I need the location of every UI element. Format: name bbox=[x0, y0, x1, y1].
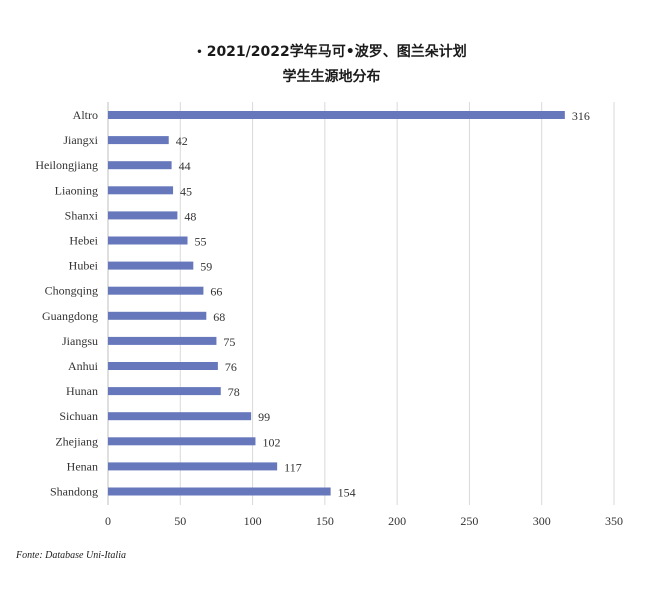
bar bbox=[108, 236, 188, 245]
bar bbox=[108, 412, 252, 421]
category-label: Altro bbox=[73, 108, 98, 122]
source-note: Fonte: Database Uni-Italia bbox=[16, 550, 126, 561]
value-label: 75 bbox=[223, 335, 235, 349]
bar bbox=[108, 186, 174, 195]
chart-subtitle: 学生生源地分布 bbox=[282, 69, 381, 85]
value-label: 55 bbox=[195, 235, 207, 249]
bar bbox=[108, 261, 194, 270]
x-tick-label: 50 bbox=[174, 514, 186, 528]
category-label: Zhejiang bbox=[55, 434, 98, 448]
value-label: 117 bbox=[284, 460, 302, 474]
bar bbox=[108, 211, 178, 220]
category-label: Anhui bbox=[68, 359, 99, 373]
category-label: Jiangsu bbox=[62, 334, 98, 348]
bar bbox=[108, 362, 218, 370]
x-tick-label: 250 bbox=[460, 514, 478, 528]
category-label: Liaoning bbox=[55, 183, 98, 197]
value-label: 59 bbox=[200, 260, 212, 274]
category-label: Hebei bbox=[69, 234, 98, 248]
value-label: 44 bbox=[179, 159, 191, 173]
x-tick-label: 200 bbox=[388, 514, 406, 528]
x-tick-label: 300 bbox=[533, 514, 551, 528]
x-tick-label: 150 bbox=[316, 514, 334, 528]
value-label: 102 bbox=[262, 435, 280, 449]
value-label: 45 bbox=[180, 184, 192, 198]
value-label: 66 bbox=[210, 285, 222, 299]
chart-title: • 2021/2022学年马可•波罗、图兰朵计划 bbox=[0, 41, 663, 61]
value-label: 42 bbox=[176, 134, 188, 148]
value-label: 78 bbox=[228, 385, 240, 399]
bar bbox=[108, 437, 256, 446]
chart-title-line1: 2021/2022学年马可•波罗、图兰朵计划 bbox=[206, 44, 467, 60]
category-label: Chongqing bbox=[45, 284, 98, 298]
value-label: 316 bbox=[572, 109, 590, 123]
category-label: Heilongjiang bbox=[35, 158, 98, 172]
category-label: Shanxi bbox=[65, 208, 99, 222]
bar bbox=[108, 286, 204, 295]
x-tick-label: 100 bbox=[244, 514, 262, 528]
category-label: Henan bbox=[67, 459, 98, 473]
bar bbox=[108, 387, 221, 396]
bar bbox=[108, 111, 565, 119]
value-label: 68 bbox=[213, 310, 225, 324]
bar bbox=[108, 487, 331, 496]
value-label: 48 bbox=[184, 209, 196, 223]
value-label: 154 bbox=[338, 486, 356, 500]
category-label: Shandong bbox=[50, 485, 98, 499]
bullet-icon: • bbox=[196, 46, 203, 58]
bar bbox=[108, 336, 217, 345]
category-label: Guangdong bbox=[42, 309, 98, 323]
value-label: 76 bbox=[225, 360, 237, 374]
x-tick-label: 0 bbox=[105, 514, 111, 528]
x-tick-label: 350 bbox=[605, 514, 623, 528]
value-label: 99 bbox=[258, 410, 270, 424]
category-label: Hubei bbox=[69, 259, 99, 273]
category-label: Jiangxi bbox=[63, 133, 98, 147]
bar bbox=[108, 311, 207, 320]
category-label: Sichuan bbox=[59, 409, 98, 423]
category-label: Hunan bbox=[66, 384, 98, 398]
bar bbox=[108, 462, 278, 471]
bar bbox=[108, 161, 172, 170]
bar bbox=[108, 136, 169, 145]
